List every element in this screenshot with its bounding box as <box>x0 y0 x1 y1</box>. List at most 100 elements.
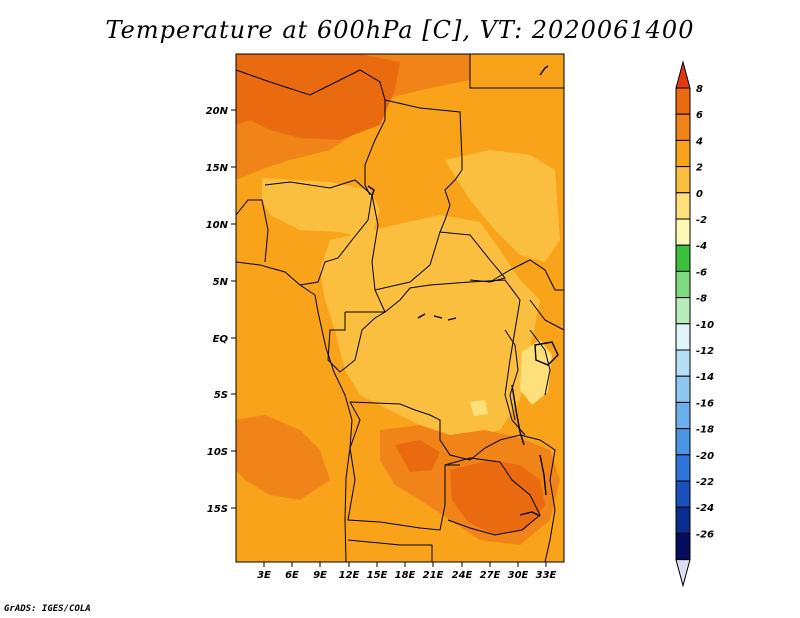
latitude-axis: 20N 15N 10N 5N EQ 5S 10S 15S <box>206 106 236 515</box>
colorbar-swatch <box>675 87 691 115</box>
colorbar-swatch <box>675 454 691 482</box>
lon-label: 33E <box>536 570 557 581</box>
country-borders <box>236 54 564 562</box>
sinai-coast <box>539 65 549 76</box>
colorbar-label: -18 <box>696 425 714 436</box>
colorbar-swatch <box>675 323 691 351</box>
field-hot-south-2 <box>395 440 440 472</box>
chart-title: Temperature at 600hPa [C], VT: 202006140… <box>105 16 695 44</box>
lat-label: 10N <box>206 220 229 231</box>
colorbar-label: 2 <box>696 163 703 174</box>
lon-label: 21E <box>423 570 444 581</box>
field-mild-east <box>445 150 560 262</box>
colorbar-swatch <box>675 113 691 141</box>
border-namibia-botswana <box>347 539 433 562</box>
colorbar-swatch <box>675 297 691 325</box>
border-algeria-niger <box>236 69 386 101</box>
credit-label: GrADS: IGES/COLA <box>4 604 91 614</box>
lon-label: 3E <box>257 570 271 581</box>
colorbar-swatch <box>675 218 691 246</box>
colorbar-label: -10 <box>696 320 714 331</box>
colorbar-label: 4 <box>695 136 703 147</box>
colorbar-label: -4 <box>696 241 707 252</box>
lat-label: 5S <box>214 390 228 401</box>
colorbar-swatch <box>675 506 691 534</box>
colorbar-swatch <box>675 349 691 377</box>
colorbar-label: -20 <box>696 451 714 462</box>
colorbar-swatch <box>675 401 691 430</box>
lakes <box>367 65 559 517</box>
border-egypt <box>469 54 564 89</box>
field-warm-southwest <box>236 415 330 500</box>
lon-label: 15E <box>367 570 388 581</box>
colorbar-swatch <box>675 244 691 272</box>
colorbar-swatch <box>675 270 691 299</box>
lat-label: 15N <box>206 163 229 174</box>
colorbar-label: -6 <box>696 267 707 278</box>
field-hot-south <box>450 460 545 535</box>
border-nigeria <box>264 179 373 286</box>
colorbar-top-arrow <box>675 60 691 89</box>
lat-label: EQ <box>213 334 229 345</box>
lat-label: 20N <box>206 106 229 117</box>
field-hot-north <box>236 54 400 140</box>
colorbar-label: -26 <box>696 529 714 540</box>
border-sudan-south <box>489 259 564 291</box>
border-drc-south <box>349 401 521 461</box>
colorbar-label: 6 <box>696 110 703 121</box>
border-ghana-togo <box>236 199 269 263</box>
colorbar-bottom-arrow <box>675 559 691 588</box>
border-libya-chad <box>384 99 463 170</box>
lake-tanganyika <box>511 384 525 446</box>
field-mild-west <box>262 178 380 240</box>
colorbar-label: -8 <box>696 294 707 305</box>
lat-label: 10S <box>207 447 228 458</box>
plot-frame <box>235 53 565 563</box>
colorbar-swatch <box>675 532 691 561</box>
border-drc-west <box>384 279 526 436</box>
colorbar-label: -2 <box>696 215 707 226</box>
lon-label: 30E <box>508 570 529 581</box>
lake-malawi <box>539 454 547 496</box>
field-mild-central <box>320 215 540 440</box>
border-gabon-congo <box>327 311 386 373</box>
border-uganda-kenya <box>529 299 564 331</box>
lon-label: 6E <box>285 570 299 581</box>
colorbar-label: 8 <box>696 84 703 95</box>
border-tanzania-malawi <box>519 434 556 562</box>
field-cool-spot <box>470 400 488 416</box>
colorbar-swatch <box>675 428 691 456</box>
colorbar-swatch <box>675 375 691 403</box>
border-coastline-west <box>236 261 353 562</box>
colorbar-swatch <box>675 166 691 194</box>
lon-label: 9E <box>313 570 327 581</box>
lat-label: 5N <box>213 277 229 288</box>
congo-wetland <box>417 313 457 321</box>
field-cool-east <box>520 340 552 405</box>
lon-label: 12E <box>339 570 360 581</box>
border-angola <box>347 401 460 531</box>
lon-label: 24E <box>452 570 473 581</box>
longitude-axis: 3E 6E 9E 12E 15E 18E 21E 24E 27E 30E 33E <box>257 562 557 581</box>
colorbar-swatch <box>675 192 691 220</box>
colorbar-label: -22 <box>696 477 714 488</box>
border-zambia <box>444 457 541 536</box>
lake-chad <box>367 185 375 197</box>
border-chad-sudan <box>439 169 463 233</box>
lon-label: 18E <box>395 570 416 581</box>
temperature-field <box>236 54 564 562</box>
lat-label: 15S <box>207 504 228 515</box>
border-east-lakes <box>504 329 551 421</box>
colorbar-label: -16 <box>696 398 714 409</box>
lake-victoria <box>534 341 559 366</box>
colorbar-label: 0 <box>696 189 703 200</box>
colorbar-label: -12 <box>696 346 714 357</box>
border-niger-chad <box>364 100 386 196</box>
lake-kariba <box>519 511 541 517</box>
colorbar: 8 6 4 2 0 -2 -4 -6 -8 -10 -12 -14 -16 -18 -20 -22 -24 -26 <box>675 60 714 588</box>
colorbar-swatch <box>675 139 691 168</box>
colorbar-swatch <box>675 480 691 508</box>
lon-label: 27E <box>480 570 501 581</box>
colorbar-label: -24 <box>696 503 714 514</box>
